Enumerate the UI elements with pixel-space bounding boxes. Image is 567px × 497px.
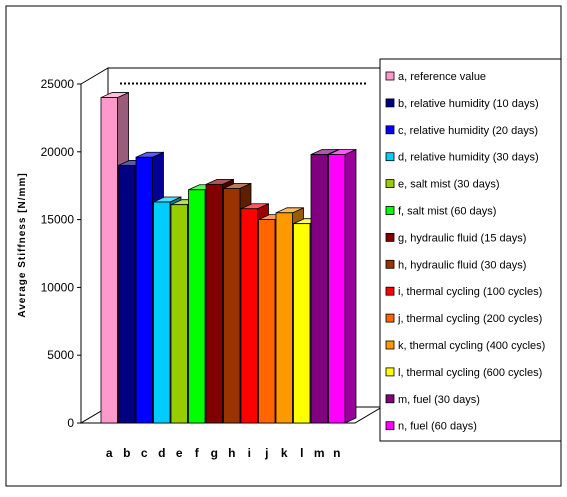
x-tick-label: l: [300, 446, 303, 460]
legend-swatch: [385, 340, 395, 350]
legend-item-d: d, relative humidity (30 days): [385, 152, 539, 164]
legend-swatch: [385, 152, 395, 162]
legend-label: n, fuel (60 days): [398, 421, 477, 433]
legend-border: [379, 58, 562, 442]
bar-front: [135, 156, 153, 424]
bar-front: [240, 208, 258, 424]
bar-front: [205, 183, 223, 424]
legend-swatch: [385, 206, 395, 215]
legend-label: l, thermal cycling (600 cycles): [398, 367, 542, 379]
legend-item-f: f, salt mist (60 days): [385, 206, 496, 218]
y-tick-label: 25000: [41, 77, 75, 91]
x-tick-label: b: [123, 446, 130, 460]
legend-item-k: k, thermal cycling (400 cycles): [385, 340, 545, 352]
legend-swatch: [385, 179, 395, 189]
bar-front: [310, 154, 328, 424]
legend-label: e, salt mist (30 days): [398, 179, 499, 191]
legend-swatch: [385, 394, 395, 404]
legend-label: h, hydraulic fluid (30 days): [398, 259, 526, 271]
legend-label: g, hydraulic fluid (15 days): [398, 232, 526, 244]
legend-swatch: [385, 313, 395, 323]
legend-label: a, reference value: [398, 71, 486, 83]
legend: a, reference value b, relative humidity (…: [379, 58, 562, 442]
legend-item-m: m, fuel (30 days): [385, 394, 480, 406]
legend-swatch: [385, 98, 395, 108]
legend-item-i: i, thermal cycling (100 cycles): [385, 286, 542, 298]
bar-n: [328, 148, 357, 424]
bar-series: [100, 91, 357, 424]
legend-label: f, salt mist (60 days): [398, 206, 496, 218]
bar-front: [118, 164, 136, 424]
legend-item-j: j, thermal cycling (200 cycles): [385, 313, 542, 325]
legend-item-n: n, fuel (60 days): [385, 421, 477, 433]
legend-item-a: a, reference value: [385, 71, 486, 83]
bar-front: [328, 154, 346, 424]
x-tick-label: c: [141, 446, 148, 460]
y-axis: 0 5000 10000 15000 20000 25000: [41, 77, 82, 430]
legend-item-h: h, hydraulic fluid (30 days): [385, 259, 526, 271]
y-tick-label: 5000: [47, 348, 74, 362]
x-tick-label: e: [176, 446, 183, 460]
bar-front: [275, 212, 293, 424]
legend-label: k, thermal cycling (400 cycles): [398, 340, 545, 352]
x-tick-label: m: [314, 446, 325, 460]
legend-swatch: [385, 232, 395, 242]
x-tick-label: j: [264, 446, 268, 460]
x-tick-label: k: [281, 446, 288, 460]
y-tick-label: 0: [67, 416, 74, 430]
legend-item-b: b, relative humidity (10 days): [385, 98, 539, 110]
bar-front: [223, 188, 241, 424]
legend-item-g: g, hydraulic fluid (15 days): [385, 232, 526, 244]
x-tick-label: g: [211, 446, 218, 460]
legend-item-c: c, relative humidity (20 days): [385, 125, 538, 137]
x-tick-label: i: [248, 446, 251, 460]
x-tick-label: a: [106, 446, 113, 460]
y-axis-title: Average Stiffness [N/mm]: [17, 172, 28, 317]
legend-label: j, thermal cycling (200 cycles): [397, 313, 542, 325]
legend-swatch: [385, 259, 395, 269]
legend-item-e: e, salt mist (30 days): [385, 179, 499, 191]
bar-front: [100, 97, 118, 424]
legend-label: m, fuel (30 days): [398, 394, 480, 406]
bar-side: [344, 148, 357, 424]
legend-label: i, thermal cycling (100 cycles): [398, 286, 542, 298]
legend-swatch: [385, 367, 395, 377]
legend-swatch: [385, 421, 395, 431]
y-tick-label: 10000: [41, 280, 75, 294]
legend-swatch: [385, 125, 395, 135]
legend-item-l: l, thermal cycling (600 cycles): [385, 367, 542, 379]
legend-label: c, relative humidity (20 days): [398, 125, 538, 137]
bar-front: [153, 201, 171, 424]
x-tick-label: f: [195, 446, 200, 460]
legend-label: b, relative humidity (10 days): [398, 98, 539, 110]
legend-swatch: [385, 286, 395, 296]
legend-swatch: [385, 71, 395, 81]
legend-label: d, relative humidity (30 days): [398, 152, 539, 164]
y-tick-label: 15000: [41, 213, 75, 227]
y-tick-label: 20000: [41, 145, 75, 159]
bar-front: [258, 219, 276, 424]
bar-front: [188, 189, 206, 424]
x-tick-label: h: [228, 446, 235, 460]
x-tick-label: d: [158, 446, 165, 460]
bar-front: [170, 204, 188, 424]
bar-front: [293, 223, 311, 424]
x-tick-label: n: [333, 446, 340, 460]
